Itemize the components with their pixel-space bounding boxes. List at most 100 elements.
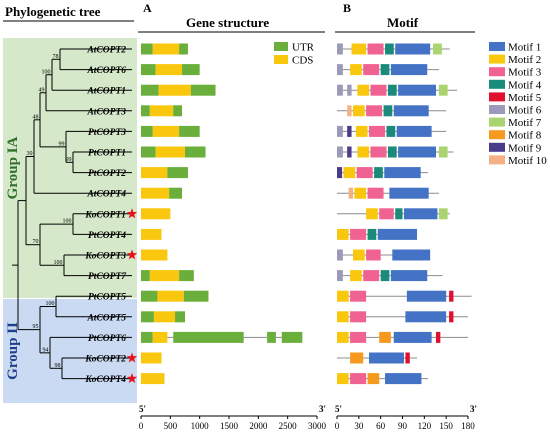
gene-label-kocopt1: KoCOPT1 xyxy=(84,210,126,220)
motif-8-box xyxy=(367,373,380,385)
utr-segment xyxy=(267,331,276,343)
bs-95: 95 xyxy=(33,324,39,330)
motif-tick-label: 150 xyxy=(439,421,453,431)
gene-label-ptcopt7: PtCOPT7 xyxy=(88,272,127,282)
motif-4-box xyxy=(385,43,394,55)
legend-utr-swatch xyxy=(274,42,288,51)
legend-motif-7-label: Motif 7 xyxy=(508,117,542,129)
motif-5-box xyxy=(405,352,410,364)
gene-label-kocopt3: KoCOPT3 xyxy=(84,252,126,262)
utr-segment xyxy=(167,167,188,179)
motif-1-box xyxy=(398,146,436,158)
cds-segment xyxy=(141,167,168,179)
gene-structure-3prime: 3' xyxy=(319,404,326,414)
motif-6-box xyxy=(337,249,343,261)
utr-segment xyxy=(183,290,209,302)
gene-label-ptcopt1: PtCOPT1 xyxy=(88,149,126,159)
gene-label-ptcopt6: PtCOPT6 xyxy=(88,334,126,344)
utr-segment xyxy=(185,146,206,158)
motif-2-box xyxy=(353,249,365,261)
gene-label-ptcopt3: PtCOPT3 xyxy=(88,128,126,138)
motif-6-box xyxy=(337,64,343,76)
gene-label-atcopt4: AtCOPT4 xyxy=(86,190,126,200)
new-gene-star xyxy=(126,373,138,384)
legend-cds-swatch xyxy=(274,55,288,64)
gene-label-kocopt4: KoCOPT4 xyxy=(84,375,126,385)
gene-label-atcopt1: AtCOPT1 xyxy=(86,87,126,97)
gene-label-atcopt2: AtCOPT2 xyxy=(86,46,126,56)
motif-3-box xyxy=(350,228,367,240)
motif-3-box xyxy=(350,290,367,302)
motif-3-box xyxy=(366,105,383,117)
cds-segment xyxy=(152,125,180,137)
motif-5-box xyxy=(449,290,454,302)
motif-4-box xyxy=(380,64,390,76)
motif-4-box xyxy=(387,84,397,96)
motif-6-box xyxy=(337,43,343,55)
new-gene-star xyxy=(126,352,138,363)
bs-78: 78 xyxy=(53,54,59,60)
motif-9-box xyxy=(337,167,343,179)
motif-2-box xyxy=(351,43,367,55)
motif-6-box xyxy=(347,84,352,96)
legend-motif-6-label: Motif 6 xyxy=(508,105,542,117)
legend-motif-10-label: Motif 10 xyxy=(508,155,547,167)
utr-segment xyxy=(182,64,200,76)
legend-motif-2-swatch xyxy=(489,54,505,64)
cds-segment xyxy=(157,290,184,302)
motif-3-box xyxy=(379,208,394,220)
motif-7-box xyxy=(433,43,442,55)
bs-30: 30 xyxy=(27,151,33,157)
motif-3-box xyxy=(367,187,384,199)
utr-segment xyxy=(281,331,303,343)
motif-3-box xyxy=(350,331,367,343)
motif-4-box xyxy=(367,228,377,240)
motif-4-box xyxy=(383,105,393,117)
motif-5prime: 5' xyxy=(335,404,342,414)
utr-segment xyxy=(190,84,216,96)
motif-2-box xyxy=(343,167,356,179)
motif-7-box xyxy=(438,84,448,96)
motif-2-box xyxy=(337,373,349,385)
cds-segment xyxy=(141,228,162,240)
motif-tick-label: 180 xyxy=(461,421,475,431)
cds-segment xyxy=(155,64,183,76)
motif-4-box xyxy=(395,208,403,220)
motif-1-box xyxy=(395,43,431,55)
motif-5-box xyxy=(449,311,454,323)
cds-segment xyxy=(141,352,162,364)
motif-7-box xyxy=(438,146,448,158)
motif-10-box xyxy=(348,187,354,199)
motif-1-box xyxy=(392,249,431,261)
utr-segment xyxy=(141,125,153,137)
motif-3-box xyxy=(369,125,386,137)
bs-49: 49 xyxy=(39,87,45,93)
bs-99-b: 99 xyxy=(66,157,72,163)
motif-5-box xyxy=(435,331,441,343)
bs-100-b: 100 xyxy=(63,219,72,225)
legend-motif-9-swatch xyxy=(489,142,505,152)
motif-2-box xyxy=(337,228,349,240)
motif-3prime: 3' xyxy=(470,404,477,414)
gene-structure-tick-label: 2000 xyxy=(249,421,268,431)
motif-3-box xyxy=(363,270,380,282)
motif-1-box xyxy=(396,125,432,137)
legend-motif-3-label: Motif 3 xyxy=(508,67,542,79)
utr-segment xyxy=(175,311,185,323)
motif-tick-label: 30 xyxy=(354,421,364,431)
motif-tick-label: 120 xyxy=(418,421,432,431)
new-gene-star xyxy=(126,208,138,219)
motif-8-box xyxy=(379,331,391,343)
motif-2-box xyxy=(366,208,378,220)
motif-6-box xyxy=(337,146,343,158)
panel-b-letter: B xyxy=(343,1,351,15)
group-ii-label: Group II xyxy=(5,322,21,380)
gene-structure-tick-label: 3000 xyxy=(308,421,327,431)
utr-segment xyxy=(141,84,159,96)
utr-segment xyxy=(179,43,188,55)
motif-3-box xyxy=(370,146,387,158)
legend-motif-2-label: Motif 2 xyxy=(508,54,541,66)
motif-1-box xyxy=(390,270,428,282)
motif-3-box xyxy=(363,64,380,76)
motif-2-box xyxy=(350,64,362,76)
